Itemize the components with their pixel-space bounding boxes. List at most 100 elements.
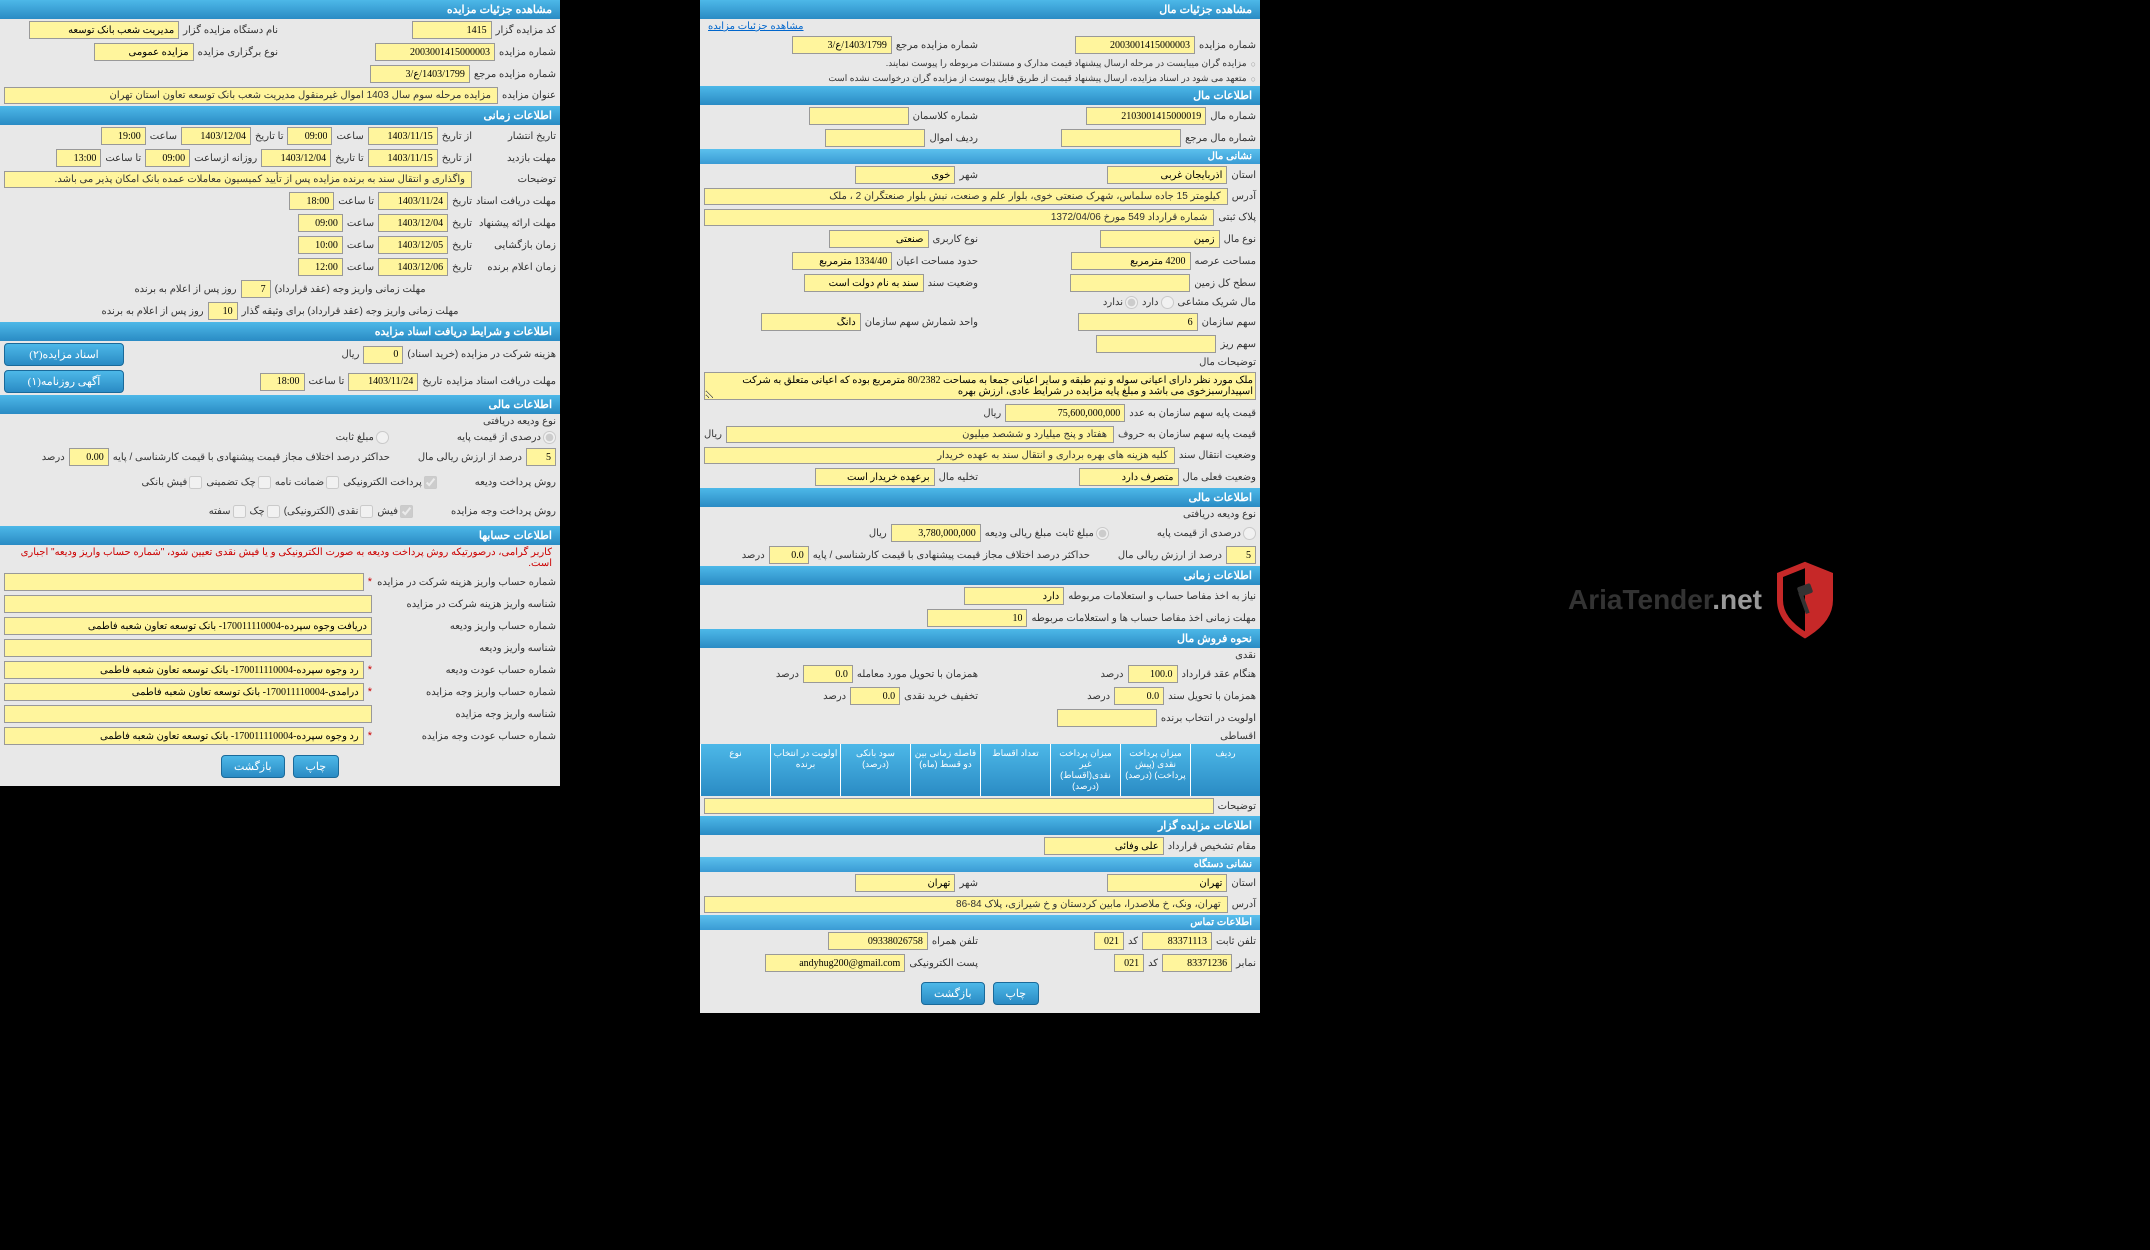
btn-back-r[interactable]: بازگشت <box>221 755 285 778</box>
label-email: پست الکترونیکی <box>909 958 978 969</box>
link-auction-details[interactable]: مشاهده جزئیات مزایده <box>708 21 804 32</box>
input-email <box>765 954 905 972</box>
radio-percent-base-l[interactable]: درصدی از قیمت پایه <box>1157 527 1256 540</box>
section-property-info: اطلاعات مال <box>700 86 1260 105</box>
label-unit-count: واحد شمارش سهم سازمان <box>865 317 978 328</box>
input-doc-deadline-time <box>260 373 305 391</box>
chk-receipt[interactable]: فیش <box>377 505 413 518</box>
input-hold-type <box>94 43 194 61</box>
input-contract-pct <box>1128 665 1178 683</box>
label-guarantee-days: مهلت زمانی واریز وجه (عقد قرارداد) برای … <box>242 306 459 317</box>
input-city <box>855 166 955 184</box>
chk-electronic[interactable]: پرداخت الکترونیکی <box>343 476 437 489</box>
input-org-city <box>855 874 955 892</box>
input-acc-auction <box>4 683 364 701</box>
label-date2: تاریخ <box>452 218 472 229</box>
label-cash: نقدی <box>1235 650 1256 661</box>
label-mobile: تلفن همراه <box>932 936 978 947</box>
input-acc-deposit-return <box>4 661 364 679</box>
radio-has-not[interactable]: ندارد <box>1103 296 1138 309</box>
input-max-diff-l <box>769 546 809 564</box>
label-offer-deadline: مهلت ارائه پیشنهاد <box>476 218 556 229</box>
label-riyal-l: ریال <box>983 408 1001 419</box>
label-pub-date: تاریخ انتشار <box>476 131 556 142</box>
label-hold-type: نوع برگزاری مزایده <box>198 47 278 58</box>
input-percent-rial-l <box>1226 546 1256 564</box>
btn-print-l[interactable]: چاپ <box>993 982 1040 1005</box>
input-property-desc <box>704 372 1256 400</box>
btn-newspaper[interactable]: آگهی روزنامه(۱) <box>4 370 124 393</box>
label-participation-fee: هزینه شرکت در مزایده (خرید اسناد) <box>407 349 556 360</box>
input-deed-status <box>804 274 924 292</box>
installment-table-header: ردیف میزان پرداخت نقدی (پیش پرداخت) (درص… <box>700 744 1260 796</box>
label-acc-auction-id: شناسه واریز وجه مزایده <box>376 709 556 720</box>
chk-check-guarantee[interactable]: چک تضمینی <box>206 476 271 489</box>
input-offer-date <box>378 214 448 232</box>
label-max-diff-r: حداکثر درصد اختلاف مجاز قیمت پیشنهادی با… <box>113 452 390 463</box>
label-percent-rial-l: درصد از ارزش ریالی مال <box>1118 550 1222 561</box>
input-opening-time <box>298 236 343 254</box>
input-current-status <box>1079 468 1179 486</box>
value-base-price-word: هفتاد و پنج میلیارد و ششصد میلیون <box>726 426 1114 443</box>
chk-promissory[interactable]: سفته <box>209 505 246 518</box>
label-auction-payment: روش پرداخت وجه مزایده <box>451 506 556 517</box>
label-date3: تاریخ <box>452 240 472 251</box>
label-code2: کد <box>1148 958 1158 969</box>
input-winner-date <box>378 258 448 276</box>
section-sale-method: نحوه فروش مال <box>700 629 1260 648</box>
input-max-diff-r <box>69 448 109 466</box>
shield-gavel-icon <box>1770 560 1840 640</box>
label-deed-transfer: وضعیت انتقال سند <box>1179 450 1256 461</box>
label-contract-days: مهلت زمانی واریز وجه (عقد قرارداد) <box>275 284 426 295</box>
label-acc-fee: شماره حساب واریز هزینه شرکت در مزایده <box>376 577 556 588</box>
input-pub-from-time <box>287 127 332 145</box>
chk-bank-receipt[interactable]: فیش بانکی <box>142 476 203 489</box>
label-inquiry-deadline: مهلت زمانی اخذ مفاصا حساب ها و استعلامات… <box>1031 613 1256 624</box>
input-doc-deadline-date <box>348 373 418 391</box>
section-auction-details: مشاهده جزئیات مزایده <box>0 0 560 19</box>
input-authority <box>1044 837 1164 855</box>
value-reg-plate: شماره قرارداد 549 مورخ 1372/04/06 <box>704 209 1214 226</box>
label-shared: مال شریک مشاعی <box>1178 297 1256 308</box>
chk-check[interactable]: چک <box>250 505 280 518</box>
input-acc-fee-id <box>4 595 372 613</box>
btn-print-r[interactable]: چاپ <box>293 755 340 778</box>
section-property-details: مشاهده جزئیات مال <box>700 0 1260 19</box>
input-delivery-pct <box>803 665 853 683</box>
chk-cash-elec[interactable]: نقدی (الکترونیکی) <box>284 505 374 518</box>
btn-auction-docs[interactable]: اسناد مزایده(۲) <box>4 343 124 366</box>
input-landline <box>1142 932 1212 950</box>
radio-has[interactable]: دارد <box>1142 296 1174 309</box>
input-auction-code <box>412 21 492 39</box>
label-address: آدرس <box>1232 191 1256 202</box>
input-participation-fee <box>363 346 403 364</box>
input-ref-num-l <box>792 36 892 54</box>
label-usage-type: نوع کاربری <box>933 234 978 245</box>
label-org-name: نام دستگاه مزایده گزار <box>183 25 278 36</box>
label-fax: نمابر <box>1236 958 1256 969</box>
label-winner: زمان اعلام برنده <box>476 262 556 273</box>
radio-fixed-amount-l[interactable]: مبلغ ثابت <box>1056 527 1109 540</box>
label-pct-share: سهم ریز <box>1220 339 1256 350</box>
label-time: ساعت <box>336 131 363 142</box>
input-org-province <box>1107 874 1227 892</box>
btn-back-l[interactable]: بازگشت <box>921 982 985 1005</box>
label-riyal: ریال <box>341 349 359 360</box>
input-acc-auction-return <box>4 727 364 745</box>
label-property-type: نوع مال <box>1224 234 1256 245</box>
label-reg-plate: پلاک ثبتی <box>1218 212 1256 223</box>
input-property-row <box>825 129 925 147</box>
input-auction-num-l <box>1075 36 1195 54</box>
input-ref-num <box>370 65 470 83</box>
label-pct3: درصد <box>1087 691 1110 702</box>
value-notes: واگذاری و انتقال سند به برنده مزایده پس … <box>4 171 472 188</box>
chk-guarantee[interactable]: ضمانت نامه <box>275 476 339 489</box>
input-inquiry-deadline <box>927 609 1027 627</box>
label-current-status: وضعیت فعلی مال <box>1183 472 1256 483</box>
label-acc-deposit-id: شناسه واریز ودیعه <box>376 643 556 654</box>
radio-percent-base-r[interactable]: درصدی از قیمت پایه <box>457 431 556 444</box>
label-desc: توضیحات <box>1218 801 1256 812</box>
label-installment: اقساطی <box>1220 731 1256 742</box>
radio-fixed-amount-r[interactable]: مبلغ ثابت <box>336 431 389 444</box>
value-org-address: تهران، ونک، خ ملاصدرا، مابین کردستان و خ… <box>704 896 1228 913</box>
